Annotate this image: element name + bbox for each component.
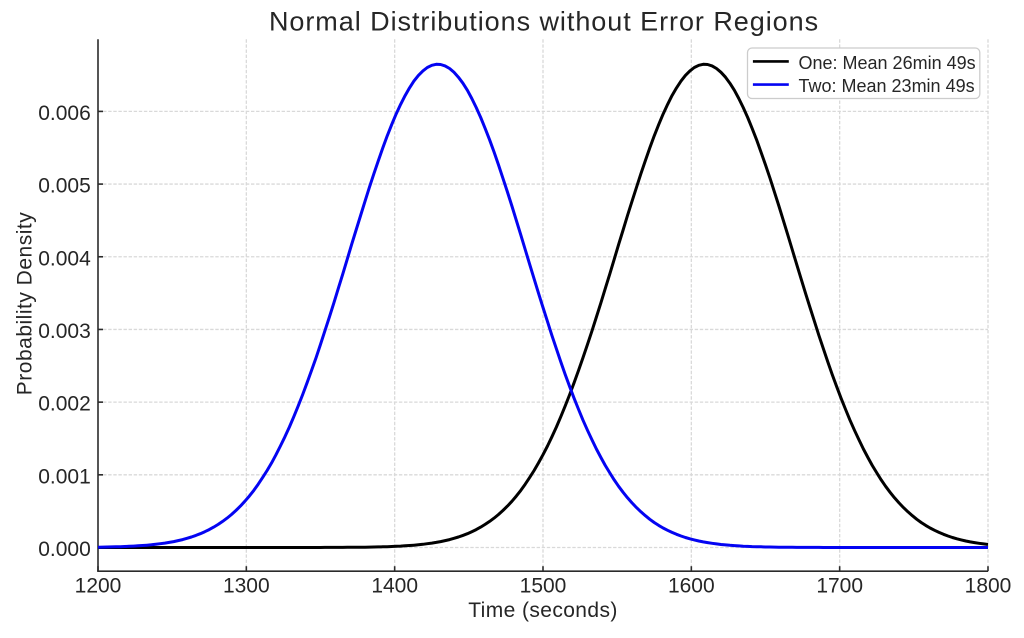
svg-text:0.003: 0.003 (38, 320, 91, 343)
svg-text:0.000: 0.000 (38, 538, 91, 561)
svg-text:1200: 1200 (75, 574, 122, 597)
svg-text:0.004: 0.004 (38, 247, 91, 270)
svg-text:1300: 1300 (223, 574, 270, 597)
svg-text:One: Mean 26min 49s: One: Mean 26min 49s (799, 53, 976, 73)
svg-text:0.006: 0.006 (38, 102, 91, 125)
svg-text:Two: Mean 23min 49s: Two: Mean 23min 49s (799, 76, 975, 96)
svg-text:Time (seconds): Time (seconds) (468, 599, 618, 622)
svg-text:Probability Density: Probability Density (14, 212, 37, 395)
svg-text:0.001: 0.001 (38, 465, 91, 488)
svg-text:1400: 1400 (371, 574, 418, 597)
svg-text:0.005: 0.005 (38, 175, 91, 198)
svg-text:Normal Distributions without E: Normal Distributions without Error Regio… (269, 7, 819, 37)
svg-text:0.002: 0.002 (38, 393, 91, 416)
svg-text:1800: 1800 (965, 574, 1012, 597)
svg-text:1500: 1500 (520, 574, 567, 597)
svg-text:1700: 1700 (816, 574, 863, 597)
svg-text:1600: 1600 (668, 574, 715, 597)
